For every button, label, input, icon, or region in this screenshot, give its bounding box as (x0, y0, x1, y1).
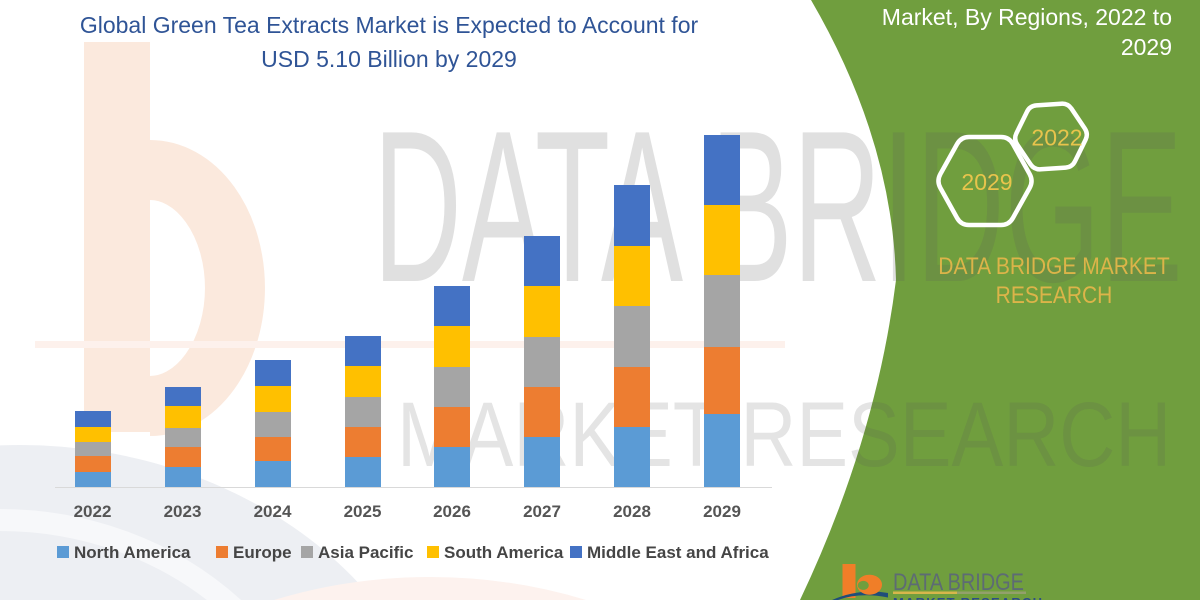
svg-text:DATA BRIDGE: DATA BRIDGE (893, 568, 1024, 595)
svg-text:MARKET RESEARCH: MARKET RESEARCH (893, 595, 1043, 600)
svg-text:2029: 2029 (961, 169, 1012, 195)
svg-text:2022: 2022 (1031, 125, 1082, 151)
